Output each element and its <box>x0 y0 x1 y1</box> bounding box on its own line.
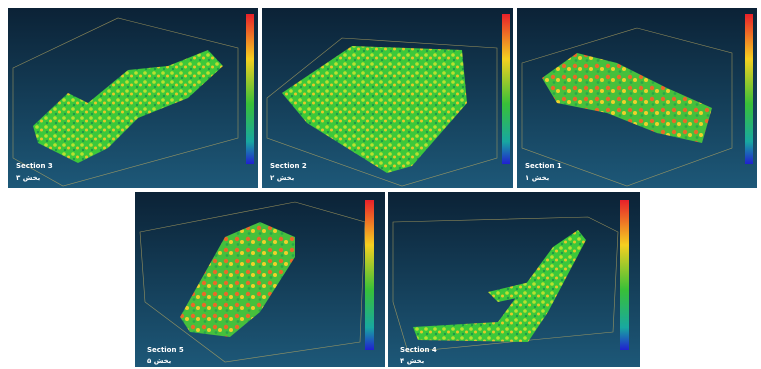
color-bar <box>620 200 629 350</box>
section-title: Section 5 <box>147 346 184 354</box>
section-title: Section 2 <box>270 162 307 170</box>
figure: Section 3 بخش ۳ Section 2 بخش ۲ Section … <box>0 0 761 369</box>
panel: Section 5 بخش ۵ <box>135 192 385 367</box>
color-bar <box>246 14 254 164</box>
section-label: بخش ۵ <box>147 357 172 365</box>
color-bar <box>745 14 753 164</box>
section-title: Section 1 <box>525 162 562 170</box>
panel: Section 1 بخش ۱ <box>517 8 757 188</box>
section-label: بخش ۴ <box>400 357 425 365</box>
panel: Section 4 بخش ۴ <box>388 192 640 367</box>
section-label: بخش ۲ <box>270 174 295 182</box>
color-bar <box>502 14 510 164</box>
section-label: بخش ۳ <box>16 174 41 182</box>
panel: Section 3 بخش ۳ <box>8 8 258 188</box>
section-title: Section 3 <box>16 162 53 170</box>
color-bar <box>365 200 374 350</box>
section-title: Section 4 <box>400 346 437 354</box>
panel: Section 2 بخش ۲ <box>262 8 513 188</box>
section-label: بخش ۱ <box>525 174 550 182</box>
